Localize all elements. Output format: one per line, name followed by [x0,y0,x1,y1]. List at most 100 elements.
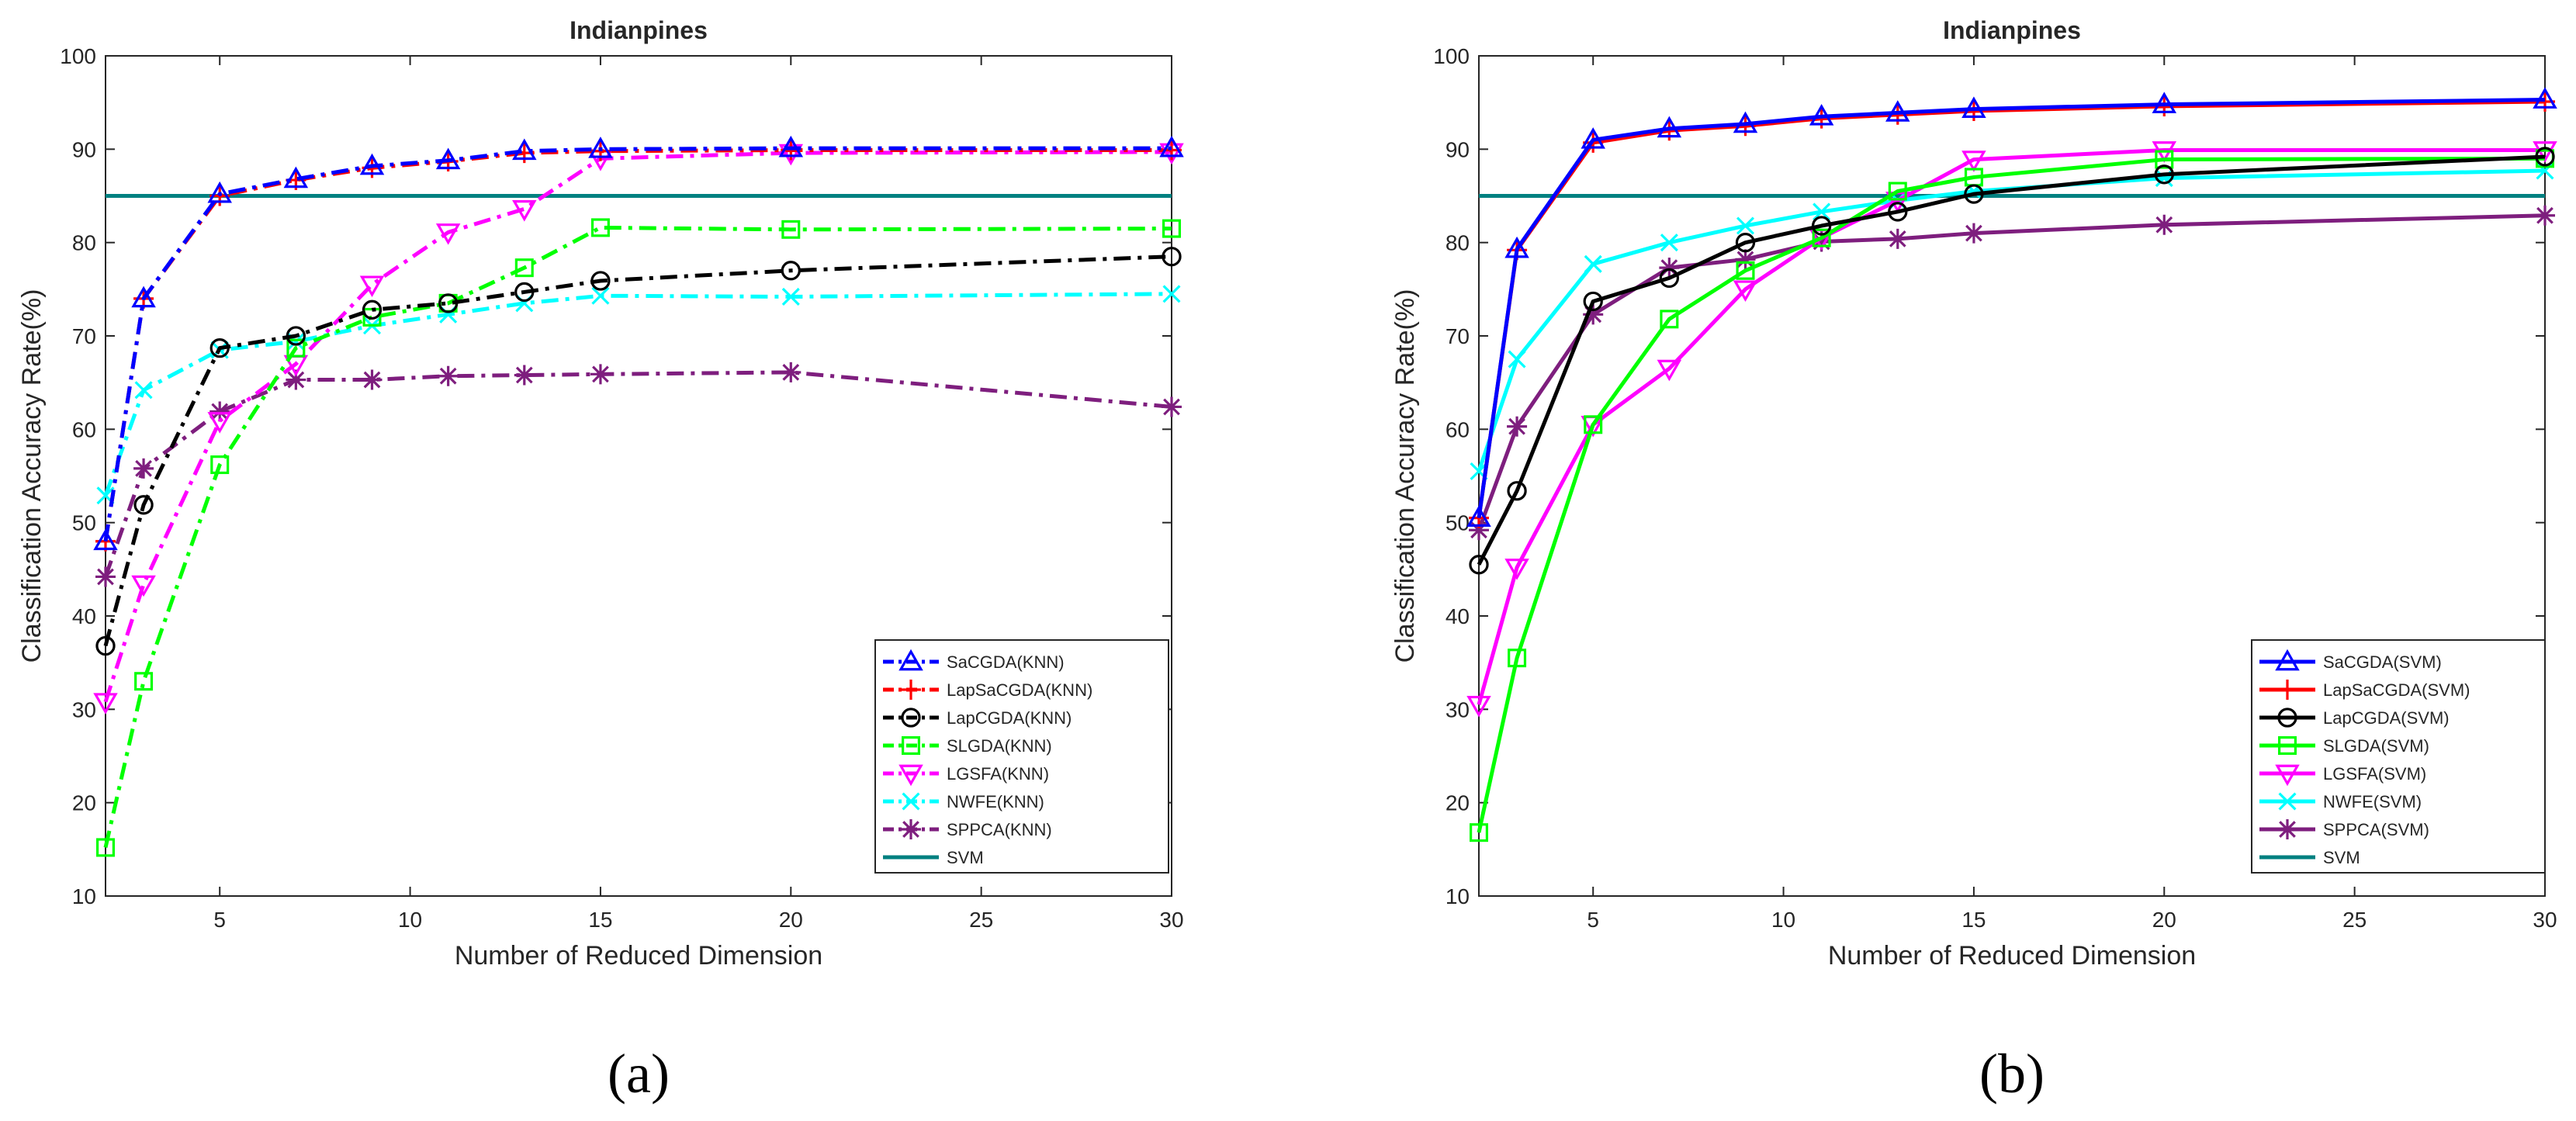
y-tick-label: 30 [1446,697,1470,721]
legend-item: SaCGDA(KNN) [883,649,1065,672]
series-line [1477,156,2546,833]
legend-item: LGSFA(SVM) [2259,764,2426,787]
data-point [286,369,306,390]
data-point [1469,823,1488,842]
data-point [1159,135,1184,157]
data-point [781,287,800,306]
legend-marker [901,708,921,728]
series-line [1477,148,2545,705]
data-point [362,299,383,320]
legend-marker [902,792,920,811]
y-axis-label: Classification Accuracy Rate(%) [1390,289,1420,663]
series-line [103,292,1172,496]
legend-marker [2277,680,2297,700]
chart-title: Indianpines [1943,16,2081,44]
legend-marker [901,680,921,700]
series-LGSFA(KNN) [93,143,1184,714]
data-point [1812,228,1831,247]
data-point [1469,555,1489,575]
data-point [1811,231,1832,252]
data-point [781,261,801,281]
x-tick-label: 25 [2342,908,2367,932]
data-point [134,381,153,400]
data-point [209,337,230,358]
data-point [1162,396,1182,417]
subfigure-label: (b) [1979,1043,2045,1105]
data-point [1735,249,1756,270]
legend-label: LGSFA(SVM) [2323,764,2426,784]
data-point [512,138,537,161]
legend-label: SPPCA(KNN) [947,820,1052,839]
data-point [435,223,461,245]
x-tick-label: 20 [779,908,803,932]
data-point [359,153,385,175]
x-tick-label: 10 [398,908,422,932]
x-axis-label: Number of Reduced Dimension [1828,941,2196,970]
data-point [1162,219,1181,238]
data-point [133,495,154,515]
series-SaCGDA(KNN) [93,135,1184,551]
legend-label: SLGDA(SVM) [2323,736,2429,756]
legend: SaCGDA(SVM) LapSaCGDA(SVM) LapCGDA(SVM) SLG… [2251,639,2546,874]
data-point [1733,280,1758,303]
data-point [1466,505,1491,528]
legend-label: NWFE(SVM) [2323,792,2422,811]
legend-item: LapCGDA(SVM) [2259,708,2450,728]
legend-marker [2275,649,2300,671]
data-point [2154,164,2174,185]
legend-marker [2275,764,2300,787]
data-point [1963,223,1984,244]
data-point [438,293,459,313]
y-tick-label: 70 [72,324,96,348]
data-point [1508,649,1527,668]
data-point [1659,258,1680,279]
data-point [514,365,535,386]
data-point [1885,100,1910,122]
series-lines [93,135,1184,857]
legend-item: LapCGDA(KNN) [883,708,1072,728]
data-point [2533,87,2557,109]
y-tick-label: 100 [1433,44,1470,68]
data-point [286,326,306,346]
data-point [781,362,802,382]
data-point [1162,285,1181,303]
legend-marker [898,764,923,787]
legend-item: SLGDA(SVM) [2259,735,2429,756]
data-point [1736,216,1755,235]
data-point [95,566,116,587]
legend-item: NWFE(SVM) [2259,792,2422,811]
y-tick-label: 60 [1446,417,1470,441]
legend-label: LapCGDA(KNN) [947,708,1072,728]
legend-item: SPPCA(KNN) [883,819,1052,839]
y-tick-label: 20 [1446,791,1470,815]
legend-item: LapSaCGDA(KNN) [883,680,1092,700]
legend-label: LapSaCGDA(KNN) [947,680,1092,700]
legend-label: SPPCA(SVM) [2323,820,2429,839]
data-point [2535,147,2555,167]
y-tick-label: 70 [1446,324,1470,348]
y-tick-label: 80 [72,231,96,255]
data-point [1584,254,1602,273]
data-point [778,135,804,157]
data-point [1162,247,1182,267]
legend-label: LapCGDA(SVM) [2323,708,2450,728]
x-tick-label: 30 [2533,908,2557,932]
data-point [1581,127,1605,149]
data-point [1657,116,1682,138]
data-point [93,528,118,551]
legend-item: NWFE(KNN) [883,792,1044,811]
legend-marker [2278,735,2297,755]
data-point [1888,182,1907,201]
data-point [286,338,306,358]
y-axis-label: Classification Accuracy Rate(%) [17,289,47,663]
data-point [131,285,156,308]
series-line [103,225,1172,848]
data-point [588,137,613,158]
y-tick-label: 100 [60,44,96,68]
data-point [781,220,801,239]
data-point [1735,233,1756,253]
data-point [1887,228,1908,249]
data-point [514,282,535,303]
data-point [1583,304,1604,325]
